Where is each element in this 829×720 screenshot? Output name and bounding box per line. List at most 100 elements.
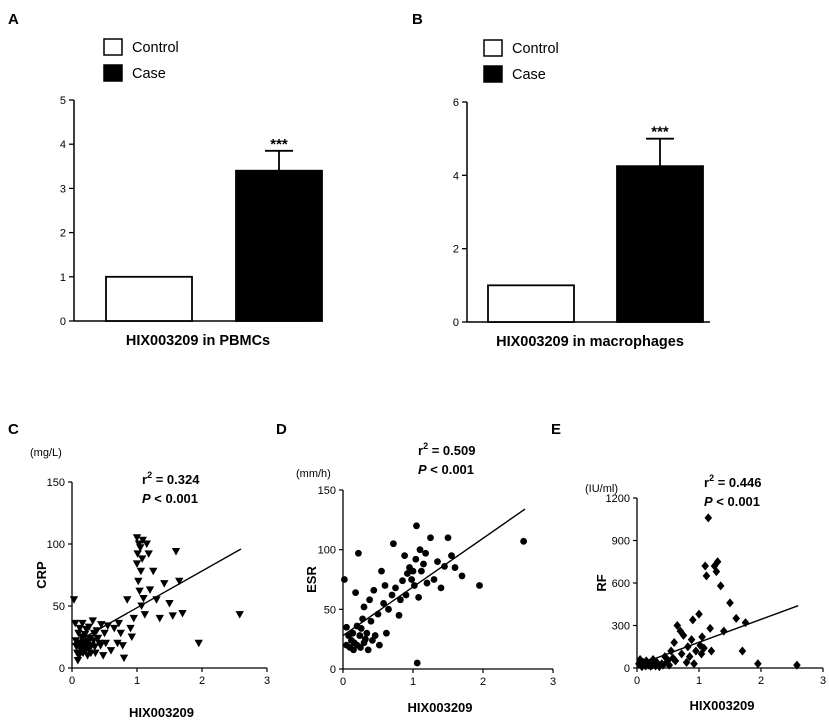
significance-marker: *** (270, 136, 288, 153)
data-point (352, 589, 359, 597)
data-point (127, 633, 136, 641)
data-point (69, 596, 79, 604)
y-unit-label: (mm/h) (296, 468, 331, 480)
data-point (103, 622, 112, 630)
data-point (194, 639, 203, 648)
x-axis-title: HIX003209 (689, 698, 754, 713)
data-point (168, 612, 177, 620)
x-tick-label: 2 (480, 676, 486, 688)
data-point (690, 659, 698, 669)
p-value-label: P < 0.001 (418, 462, 474, 477)
data-point (738, 646, 747, 656)
data-point (360, 603, 368, 611)
data-point (235, 611, 244, 619)
r-squared-label: r2 = 0.324 (142, 470, 200, 487)
data-point (664, 655, 672, 665)
data-point (84, 623, 94, 632)
data-point (401, 552, 408, 560)
data-point (89, 637, 98, 645)
data-point (129, 614, 138, 623)
data-point (710, 561, 719, 571)
data-point (135, 587, 144, 596)
y-unit-label: (mg/L) (30, 447, 62, 459)
data-point (692, 646, 700, 656)
panel-label-d: D (276, 421, 287, 438)
data-point (444, 534, 452, 542)
data-point (114, 619, 123, 628)
data-point (80, 631, 90, 639)
bar-control (487, 284, 575, 323)
data-point (378, 567, 385, 575)
y-tick-label: 6 (453, 97, 459, 109)
data-point (413, 522, 420, 530)
x-tick-label: 3 (264, 675, 270, 687)
x-tick-label: 0 (634, 675, 640, 687)
x-tick-label: 2 (758, 675, 764, 687)
data-point (138, 555, 147, 563)
data-point (110, 624, 119, 633)
bar-chart-pbmcs: 0 1 2 3 4 5 *** Control Case HIX003209 in PBMCs (60, 38, 323, 349)
data-point (78, 619, 87, 628)
x-tick-label: 1 (134, 675, 140, 687)
data-point (412, 555, 420, 563)
data-point (399, 577, 406, 585)
data-point (357, 625, 365, 632)
data-point (404, 570, 411, 577)
significance-marker: *** (651, 124, 669, 141)
scatter-esr: 0 50 100 150 0 1 2 3 (mm/h) ESR HIX003209 r2 = 0.50… (296, 441, 556, 715)
data-point (119, 654, 129, 663)
data-point (91, 649, 100, 658)
x-axis-title: HIX003209 (407, 700, 472, 715)
data-point (145, 586, 155, 594)
x-tick-label: 3 (820, 675, 826, 687)
p-value-label: P < 0.001 (142, 491, 198, 506)
data-point (341, 576, 348, 583)
data-point (371, 632, 379, 639)
scatter-rf: 0 300 600 900 1200 0 1 2 3 (IU/ml) RF HIX003209 r2 =… (585, 473, 826, 713)
data-point (99, 652, 108, 660)
legend-swatch (103, 38, 123, 56)
data-point (416, 546, 424, 554)
data-point (144, 550, 153, 558)
x-tick-label: 1 (410, 676, 416, 688)
regression-line (342, 508, 526, 637)
data-point (682, 657, 691, 667)
y-tick-label: 5 (60, 95, 66, 107)
data-point (418, 567, 425, 575)
data-point (356, 632, 364, 639)
data-point (793, 660, 801, 670)
data-point (178, 609, 187, 618)
data-point (96, 642, 105, 650)
data-point (357, 644, 364, 651)
data-point (380, 599, 387, 607)
x-axis-title: HIX003209 in PBMCs (126, 333, 270, 349)
y-axis-title: RF (594, 574, 609, 591)
data-point (71, 637, 81, 645)
legend-label: Case (132, 66, 166, 82)
y-tick-label: 50 (324, 604, 336, 616)
y-unit-label: (IU/ml) (585, 483, 618, 495)
data-point (370, 586, 378, 594)
data-point (716, 581, 725, 591)
legend-swatch (103, 64, 123, 82)
scatter-crp: 0 50 100 150 0 1 2 3 (mg/L) CRP HIX003209 r2 = 0.32… (30, 447, 270, 720)
data-point (343, 623, 350, 631)
x-tick-label: 1 (696, 675, 702, 687)
r-squared-label: r2 = 0.446 (704, 473, 761, 490)
legend-swatch (483, 65, 503, 83)
data-point (700, 643, 708, 653)
data-point (383, 629, 390, 637)
data-point (434, 558, 441, 565)
data-point (671, 656, 680, 666)
y-tick-label: 100 (47, 539, 65, 551)
x-tick-label: 2 (199, 675, 205, 687)
y-tick-label: 0 (330, 664, 336, 676)
data-point (160, 580, 169, 588)
data-point (73, 657, 83, 665)
panel-label-b: B (412, 11, 423, 28)
data-point (392, 584, 399, 592)
panel-label-a: A (8, 11, 19, 28)
data-point (171, 547, 181, 556)
data-point (136, 544, 145, 552)
data-point (381, 582, 389, 589)
